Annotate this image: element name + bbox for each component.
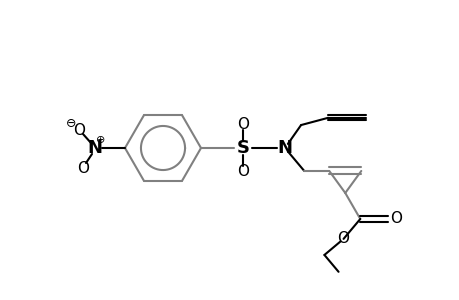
Text: ⊕: ⊕ <box>96 135 106 145</box>
Text: O: O <box>337 231 349 246</box>
Text: S: S <box>236 139 249 157</box>
Text: ⊖: ⊖ <box>66 116 76 130</box>
Text: O: O <box>236 116 248 131</box>
Text: N: N <box>87 139 102 157</box>
Text: O: O <box>77 160 89 175</box>
Text: O: O <box>236 164 248 179</box>
Text: O: O <box>73 122 85 137</box>
Text: O: O <box>389 212 402 226</box>
Text: N: N <box>277 139 292 157</box>
